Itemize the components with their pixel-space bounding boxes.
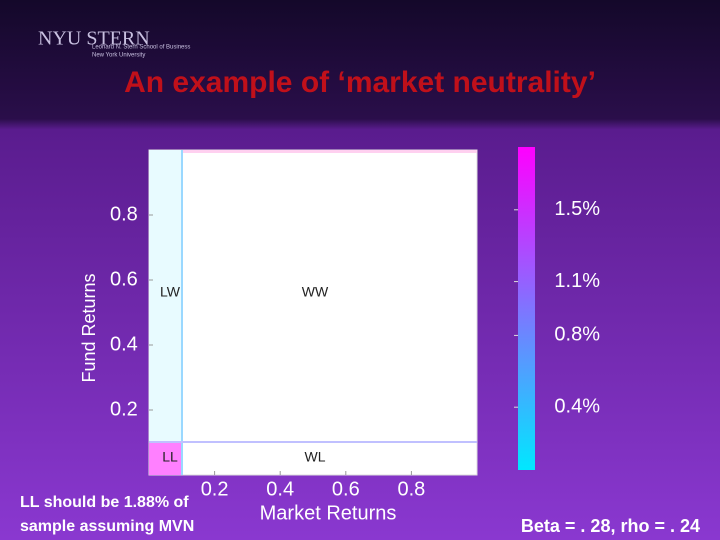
colorbar-tick-label: 1.5% xyxy=(554,198,600,220)
chart-title: An example of ‘market neutrality’ xyxy=(124,66,596,99)
annotation: sample assuming MVN xyxy=(20,518,194,535)
x-tick-label: 0.4 xyxy=(266,478,294,500)
annotation: Beta = . 28, rho = . 24 xyxy=(521,516,700,536)
x-axis-label: Market Returns xyxy=(260,502,397,524)
y-tick-label: 0.6 xyxy=(110,268,138,290)
colorbar-tick-label: 0.8% xyxy=(554,324,600,346)
quadrant-label: WL xyxy=(305,449,326,465)
edge-strip xyxy=(149,150,182,442)
y-axis-label: Fund Returns xyxy=(79,273,99,382)
y-tick-label: 0.8 xyxy=(110,203,138,225)
colorbar-tick-label: 0.4% xyxy=(554,395,600,417)
logo: NYU STERN xyxy=(38,28,150,50)
quadrant-label: WW xyxy=(302,284,329,300)
colorbar xyxy=(518,147,535,470)
x-tick-label: 0.6 xyxy=(332,478,360,500)
quadrant-label: LW xyxy=(160,284,181,300)
x-tick-label: 0.8 xyxy=(397,478,425,500)
annotation: LL should be 1.88% of xyxy=(20,494,189,511)
logo-university: New York University xyxy=(92,53,145,59)
logo-school: Leonard N. Stern School of Business xyxy=(92,45,190,51)
y-tick-label: 0.2 xyxy=(110,398,138,420)
colorbar-tick-label: 1.1% xyxy=(554,270,600,292)
y-tick-label: 0.4 xyxy=(110,333,138,355)
quadrant-label: LL xyxy=(162,449,178,465)
plot-area xyxy=(148,149,478,476)
edge-strip xyxy=(182,150,477,153)
x-tick-label: 0.2 xyxy=(201,478,229,500)
quadrant-cell xyxy=(149,442,182,475)
